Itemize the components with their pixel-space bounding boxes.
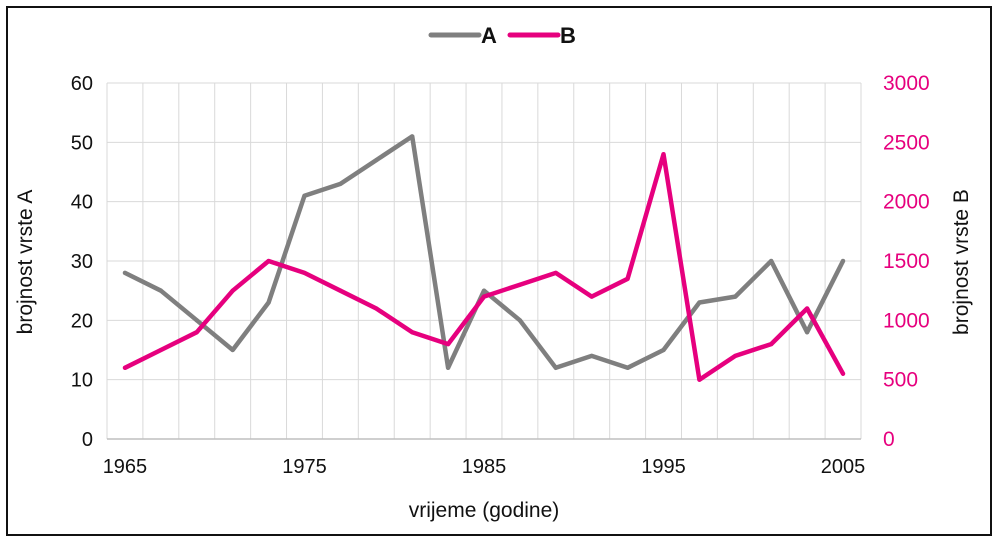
data-point-a [733,294,738,299]
y-left-tick-label: 20 [71,310,93,332]
y-right-tick-label: 2000 [883,191,930,214]
legend-label-a: A [481,23,497,48]
data-point-b [589,294,594,299]
data-point-a [553,365,558,370]
data-point-a [374,158,379,163]
data-point-a [517,318,522,323]
legend-label-b: B [560,23,576,48]
data-point-b [661,152,666,157]
data-point-b [769,342,774,347]
data-point-b [338,288,343,293]
data-point-b [733,353,738,358]
y-left-tick-label: 0 [82,429,93,451]
y-axis-right-title: brojnost vrste B [950,189,973,335]
data-point-b [625,276,630,281]
x-axis-title: vrijeme (godine) [409,499,560,522]
data-point-b [266,259,271,263]
y-right-tick-label: 1500 [883,250,930,273]
data-point-a [410,134,415,139]
data-point-b [446,342,451,347]
y-right-tick-label: 1000 [883,309,930,332]
data-point-b [697,377,702,382]
x-tick-label: 1985 [462,456,507,478]
x-tick-label: 1975 [282,456,327,478]
y-right-tick-label: 0 [883,428,895,451]
series-line-a [122,134,846,371]
data-point-a [158,288,163,293]
y-left-tick-label: 30 [71,251,93,273]
axes: 0 10 20 30 40 50 60 0 500 1000 1500 2000 2500 3000 196… [71,72,930,478]
x-tick-label: 2005 [821,456,866,478]
data-point-a [194,318,199,323]
series-lines [122,134,846,382]
data-point-a [482,288,486,293]
data-point-a [266,300,271,305]
grid [106,82,862,440]
data-point-a [661,348,666,352]
y-right-tick-label: 3000 [883,72,930,95]
data-point-b [194,330,199,335]
data-point-a [769,259,774,263]
data-point-b [374,306,379,311]
y-axis-left-title: brojnost vrste A [14,190,37,335]
data-point-a [841,259,846,263]
legend: A B [428,23,576,48]
data-point-a [302,193,307,198]
data-point-a [122,270,127,275]
data-point-a [338,181,343,186]
series-line-b [122,151,846,382]
data-point-a [697,300,702,305]
data-point-a [230,348,235,352]
line-chart: 0 10 20 30 40 50 60 0 500 1000 1500 2000 2500 3000 196… [14,23,973,522]
data-point-a [589,353,594,358]
data-point-b [805,306,810,311]
data-point-b [410,330,415,335]
data-point-a [625,365,630,370]
data-point-b [158,348,163,352]
data-point-b [302,270,307,275]
data-point-b [553,270,558,275]
y-left-tick-label: 10 [71,370,93,392]
x-tick-label: 1995 [641,456,686,478]
chart-frame: 0 10 20 30 40 50 60 0 500 1000 1500 2000 2500 3000 196… [6,6,992,536]
y-left-tick-label: 40 [71,192,93,214]
y-left-tick-label: 50 [71,132,93,154]
data-point-b [841,371,846,376]
data-point-b [482,294,486,299]
data-point-a [446,365,451,370]
data-point-b [517,282,522,287]
data-point-b [230,288,235,293]
y-left-tick-label: 60 [71,73,93,95]
data-point-a [805,330,810,335]
y-right-tick-label: 2500 [883,131,930,154]
x-tick-label: 1965 [103,456,148,478]
y-right-tick-label: 500 [883,369,918,392]
data-point-b [122,365,127,370]
